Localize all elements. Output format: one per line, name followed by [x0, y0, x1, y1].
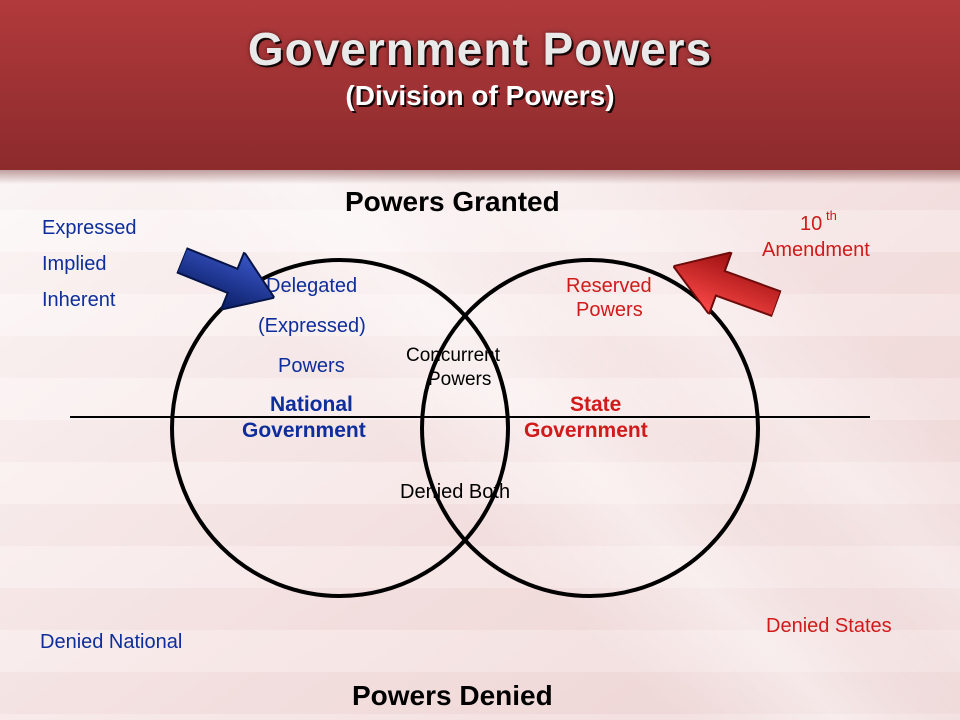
label-national-1: National — [270, 392, 353, 418]
label-denied-both: Denied Both — [400, 480, 510, 505]
label-10th-amendment: Amendment — [762, 238, 870, 263]
label-delegated-2: (Expressed) — [258, 314, 366, 339]
slide-subtitle: (Division of Powers) — [0, 80, 960, 112]
label-state-2: Government — [524, 418, 648, 444]
heading-powers-denied: Powers Denied — [352, 678, 553, 713]
label-expressed: Expressed — [42, 216, 137, 241]
label-state-1: State — [570, 392, 621, 418]
label-denied-states: Denied States — [766, 614, 892, 639]
label-national-2: Government — [242, 418, 366, 444]
label-concurrent-1: Concurrent — [406, 344, 500, 368]
label-reserved-2: Powers — [576, 298, 643, 323]
label-10th-num: 10 — [800, 212, 822, 237]
label-implied: Implied — [42, 252, 106, 277]
label-concurrent-2: Powers — [428, 368, 491, 392]
label-inherent: Inherent — [42, 288, 115, 313]
heading-powers-granted: Powers Granted — [345, 184, 560, 219]
label-denied-national: Denied National — [40, 630, 182, 655]
label-10th-sup: th — [826, 208, 837, 224]
label-reserved-1: Reserved — [566, 274, 652, 299]
header-band: Government Powers (Division of Powers) — [0, 0, 960, 170]
slide-title: Government Powers — [0, 0, 960, 76]
label-delegated-3: Powers — [278, 354, 345, 379]
diagram-stage: Powers Granted Powers Denied Expressed I… — [0, 170, 960, 720]
